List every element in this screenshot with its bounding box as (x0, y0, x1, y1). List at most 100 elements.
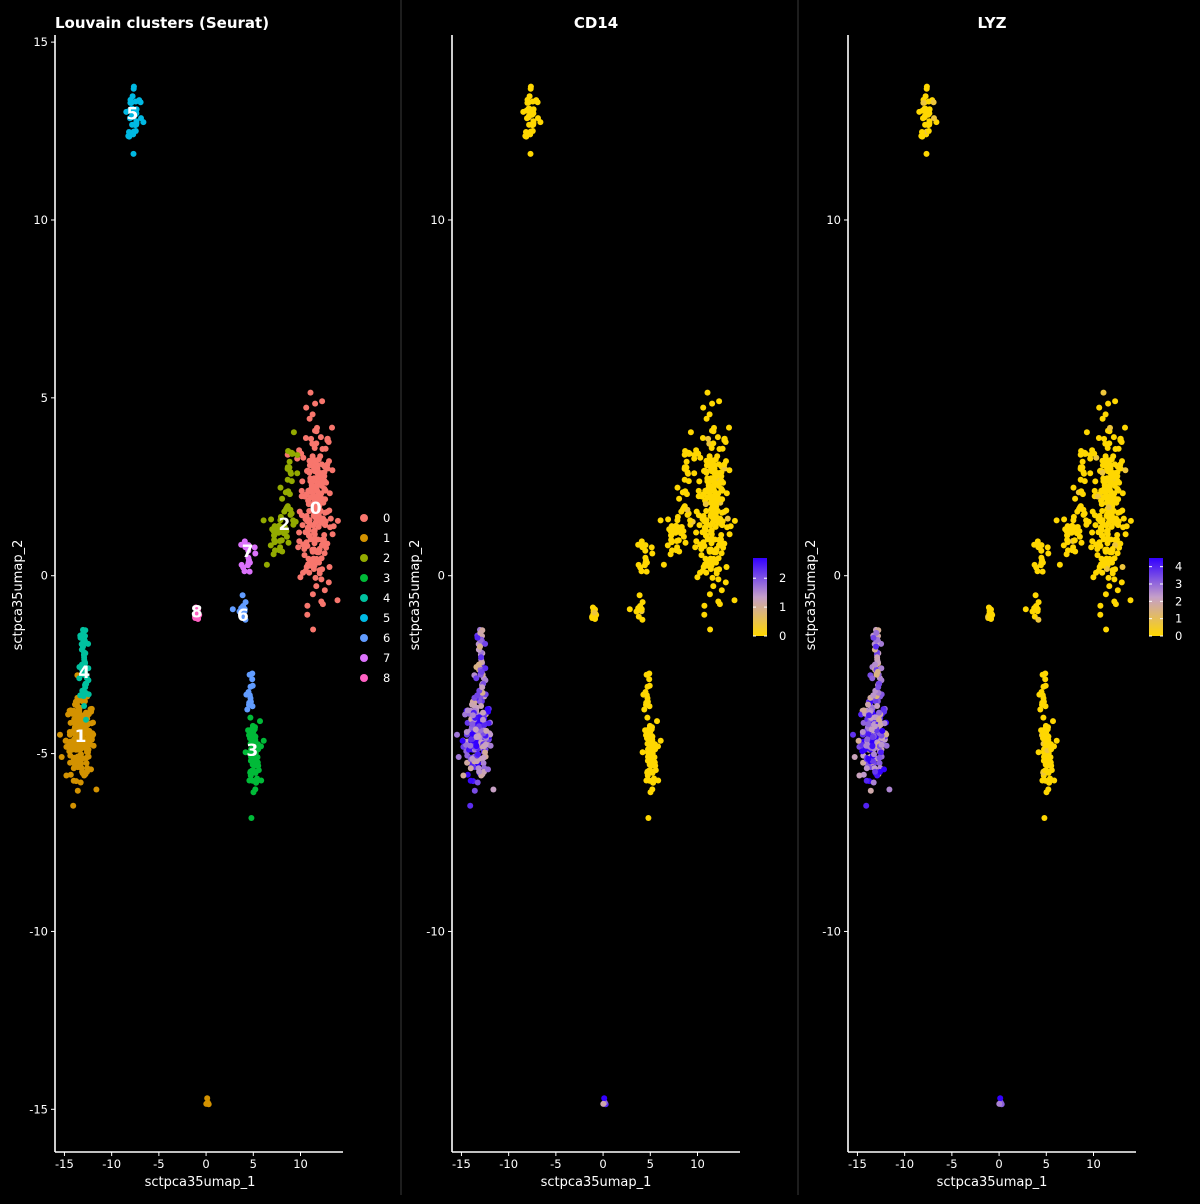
y-tick-label: -10 (426, 924, 445, 938)
data-point (1100, 476, 1107, 483)
data-point (129, 93, 136, 100)
data-point (1102, 591, 1109, 598)
data-point (987, 614, 994, 621)
data-point (1104, 531, 1111, 538)
data-point (1071, 537, 1078, 544)
data-point (1097, 524, 1104, 531)
data-point (1048, 746, 1055, 753)
cluster-label: 8 (191, 602, 203, 622)
legend-key (360, 634, 368, 642)
y-axis-label: sctpca35umap_2 (804, 540, 819, 651)
data-point (1119, 507, 1126, 514)
data-point (716, 601, 723, 608)
legend-label: 4 (383, 591, 390, 605)
data-point (635, 541, 642, 548)
data-point (319, 398, 326, 405)
data-point (920, 115, 926, 122)
data-point (691, 470, 698, 477)
colorbar-tick-label: 0 (1175, 629, 1182, 643)
data-point (133, 106, 140, 113)
data-point (312, 574, 319, 581)
data-point (708, 464, 714, 471)
data-point (926, 106, 933, 113)
data-point (529, 128, 536, 134)
data-point (699, 529, 706, 536)
data-point (467, 777, 474, 784)
data-point (646, 726, 652, 733)
data-point (321, 550, 328, 557)
data-point (301, 552, 308, 559)
data-point (718, 473, 725, 480)
data-point (1114, 532, 1121, 538)
data-point (534, 99, 541, 106)
data-point (272, 547, 278, 554)
colorbar-tick-label: 4 (1175, 560, 1182, 574)
data-point (881, 766, 887, 773)
data-point (317, 434, 324, 441)
data-point (1097, 602, 1104, 609)
data-point (648, 544, 655, 551)
panel-lyz: LYZ sctpca35umap_1 sctpca35umap_2 43210 … (804, 14, 1182, 1190)
data-point (1087, 470, 1094, 477)
data-point (302, 529, 309, 536)
data-point (642, 542, 649, 549)
data-point (1035, 616, 1042, 623)
data-point (1083, 429, 1090, 436)
data-point (850, 731, 856, 738)
y-tick-label: 0 (834, 569, 841, 583)
data-point (523, 133, 530, 140)
legend-label: 8 (383, 671, 390, 685)
data-point (701, 524, 708, 531)
data-point (471, 787, 478, 794)
data-point (657, 517, 664, 524)
data-point (476, 768, 483, 775)
data-point (1022, 606, 1029, 613)
data-point (308, 482, 315, 489)
data-point (316, 545, 323, 552)
data-point (1107, 536, 1114, 543)
data-point (242, 749, 249, 756)
data-point (731, 517, 738, 524)
data-point (260, 737, 267, 744)
data-point (314, 424, 320, 431)
data-point (304, 611, 311, 618)
data-point (76, 734, 83, 740)
data-point (646, 777, 653, 784)
colorbar: 4 3 2 1 0 (1149, 558, 1182, 643)
data-point (1041, 815, 1048, 821)
data-point (469, 721, 476, 728)
data-point (277, 517, 284, 524)
data-point (706, 591, 713, 598)
data-point (318, 555, 325, 562)
data-point (523, 129, 529, 135)
data-point (708, 495, 714, 502)
data-point (1111, 576, 1118, 583)
data-point (708, 445, 715, 451)
data-point (1078, 488, 1085, 495)
data-point (239, 592, 246, 599)
data-point (301, 493, 308, 500)
data-point (1074, 524, 1081, 530)
data-point (702, 555, 709, 562)
data-point (925, 128, 932, 134)
data-point (863, 802, 870, 809)
data-point (263, 561, 270, 568)
data-point (1115, 487, 1122, 494)
data-point (312, 519, 319, 526)
legend-label: 5 (383, 611, 390, 625)
data-point (694, 574, 701, 581)
data-point (244, 706, 251, 713)
data-point (1078, 539, 1085, 546)
data-point (319, 446, 326, 452)
data-point (1040, 714, 1047, 721)
data-point (591, 614, 598, 621)
data-point (1095, 435, 1102, 441)
data-point (1112, 601, 1119, 608)
data-point (306, 508, 313, 514)
data-point (454, 731, 460, 738)
data-point (470, 712, 476, 719)
legend-key (360, 614, 368, 622)
data-point (1092, 478, 1099, 485)
data-point (1056, 561, 1063, 568)
data-point (1092, 522, 1099, 529)
